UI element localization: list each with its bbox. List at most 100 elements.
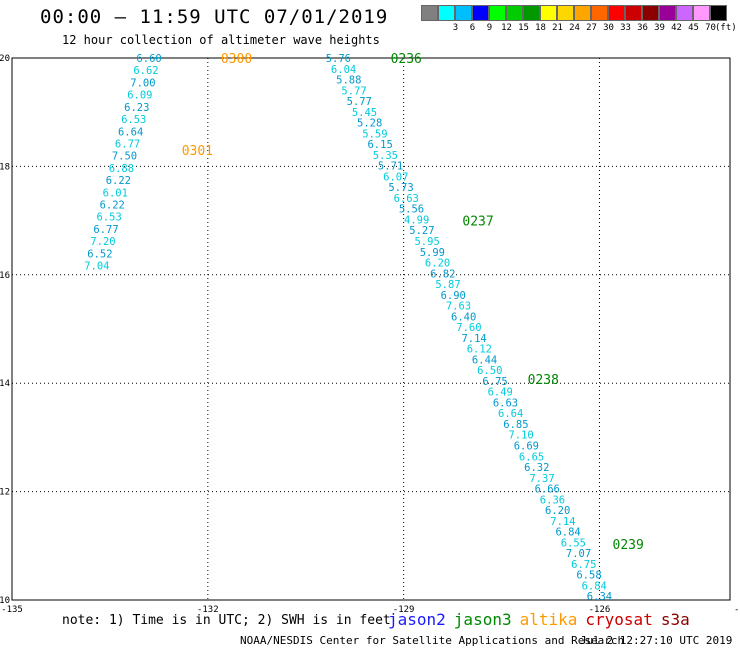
wave-height-value: 7.60 [456,322,481,334]
credit-line: NOAA/NESDIS Center for Satellite Applica… [240,634,625,647]
legend-label: 45 [688,23,699,33]
wave-height-value: 5.27 [409,225,434,237]
wave-height-value: 6.75 [482,376,507,388]
wave-height-value: 6.88 [109,163,134,175]
legend-label: 12 [501,23,512,33]
wave-height-value: 6.64 [498,408,523,420]
wave-height-value: 7.00 [130,77,155,89]
wave-height-value: 5.76 [326,53,351,65]
longitude-tick-label: -126 [589,605,611,615]
legend-swatch [472,5,489,21]
wave-height-value: 5.88 [336,75,361,87]
wave-height-value: 6.64 [118,126,143,138]
timestamp: Jul 2 12:27:10 UTC 2019 [580,634,733,647]
map-frame [11,57,731,601]
wave-height-value: 6.23 [124,102,149,114]
wave-height-value: 7.04 [84,261,109,273]
satellite-jason3: jason3 [453,610,512,629]
wave-height-value: 6.63 [493,397,518,409]
longitude-tick-label: -120 [734,605,740,615]
legend-swatch [455,5,472,21]
legend-swatch [557,5,574,21]
legend-label: 30 [603,23,614,33]
legend-label: 18 [535,23,546,33]
wave-height-value: 4.99 [404,214,429,226]
legend-swatch [540,5,557,21]
legend-swatch [676,5,693,21]
wave-height-value: 6.77 [93,224,118,236]
wave-height-value: 6.52 [87,248,112,260]
legend-swatch [710,5,727,21]
wave-height-value: 6.15 [367,139,392,151]
wave-height-value: 7.63 [446,301,471,313]
legend-swatch [591,5,608,21]
latitude-tick-label: 12 [0,488,10,498]
wave-height-value: 6.55 [561,537,586,549]
wave-height-value: 6.58 [576,570,601,582]
legend-label: 27 [586,23,597,33]
wave-height-value: 6.62 [133,65,158,77]
wave-height-value: 6.63 [394,193,419,205]
wave-height-value: 6.84 [555,527,580,539]
wave-height-value: 6.77 [115,138,140,150]
footer-note: note: 1) Time is in UTC; 2) SWH is in fe… [62,613,391,628]
page-title: 00:00 – 11:59 UTC 07/01/2019 [40,6,389,28]
wave-height-value: 5.99 [420,247,445,259]
legend-unit: (ft) [715,23,737,33]
pass-time-label: 0236 [391,52,422,67]
page-subtitle: 12 hour collection of altimeter wave hei… [62,33,380,47]
wave-height-value: 6.66 [535,484,560,496]
legend-label: 15 [518,23,529,33]
wave-height-value: 6.53 [96,212,121,224]
wave-height-value: 6.50 [477,365,502,377]
wave-height-value: 7.50 [112,151,137,163]
wave-height-value: 5.56 [399,204,424,216]
legend-label: 70 [705,23,716,33]
longitude-tick-label: -129 [393,605,415,615]
longitude-tick-label: -135 [1,605,23,615]
wave-height-value: 6.22 [100,200,125,212]
wave-height-value: 5.35 [373,150,398,162]
latitude-tick-label: 18 [0,162,10,172]
wave-height-value: 6.22 [106,175,131,187]
legend-swatch [438,5,455,21]
wave-height-value: 6.07 [383,171,408,183]
legend-swatch [642,5,659,21]
legend-swatch [659,5,676,21]
wave-height-value: 6.20 [425,258,450,270]
wave-height-value: 6.34 [587,591,612,603]
wave-height-value: 6.49 [488,387,513,399]
satellite-altika: altika [519,610,578,629]
wave-height-value: 6.82 [430,268,455,280]
pass-time-label: 0237 [462,215,493,230]
wave-height-value: 6.44 [472,354,497,366]
legend-label: 33 [620,23,631,33]
wave-height-value: 5.77 [341,85,366,97]
pass-time-label: 0301 [182,144,213,159]
wave-height-value: 7.14 [550,516,575,528]
legend-swatch [523,5,540,21]
legend-swatch [608,5,625,21]
wave-height-value: 5.28 [357,118,382,130]
wave-height-value: 6.12 [467,344,492,356]
pass-time-label: 0300 [221,52,252,67]
wave-height-value: 6.04 [331,64,356,76]
wave-height-value: 5.87 [435,279,460,291]
pass-time-label: 0238 [528,373,559,388]
legend-swatch [506,5,523,21]
legend-label: 39 [654,23,665,33]
wave-height-value: 5.73 [388,182,413,194]
pass-time-label: 0239 [613,538,644,553]
wave-height-value: 6.85 [503,419,528,431]
wave-height-value: 7.14 [461,333,486,345]
wave-height-value: 7.37 [529,473,554,485]
wave-height-value: 6.60 [136,53,161,65]
legend-label: 9 [486,23,493,33]
legend-swatch [625,5,642,21]
legend-label: 21 [552,23,563,33]
color-scale-legend: 3 6 9 12 15 18 21 24 27 30 33 36 39 42 45 70 (ft) [421,5,737,39]
legend-swatch [421,5,438,21]
wave-height-value: 6.01 [103,187,128,199]
legend-label: 6 [469,23,476,33]
